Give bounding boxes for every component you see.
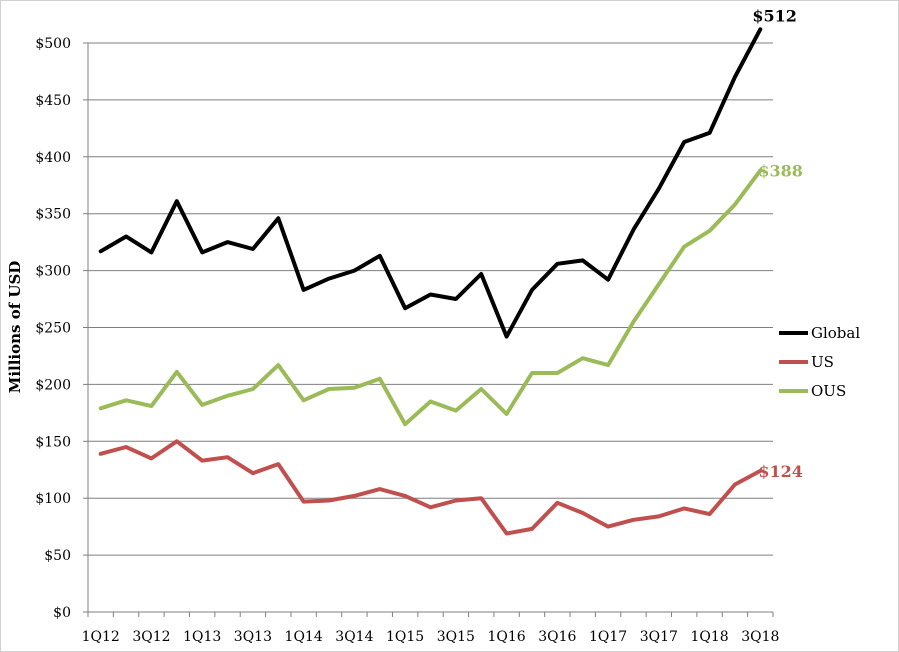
end-label-global: $512 xyxy=(752,6,797,25)
series-line-ous xyxy=(98,168,763,427)
y-axis-title: Millions of USD xyxy=(6,261,24,394)
x-tick-label: 3Q14 xyxy=(335,629,373,645)
x-tick-label: 3Q15 xyxy=(437,629,475,645)
series-line-global xyxy=(98,27,763,339)
legend: Global US OUS xyxy=(779,324,860,400)
x-tick-label: 1Q15 xyxy=(386,629,424,645)
end-label-us: $124 xyxy=(758,462,803,481)
x-tick-label: 1Q17 xyxy=(589,629,627,645)
x-tick-label: 3Q12 xyxy=(132,629,170,645)
x-tick-label: 1Q18 xyxy=(690,629,728,645)
end-label-ous: $388 xyxy=(758,161,803,180)
x-tick-label: 1Q16 xyxy=(488,629,526,645)
x-tick-label: 1Q12 xyxy=(82,629,120,645)
x-tick-label: 3Q16 xyxy=(538,629,576,645)
labels: $512 $124 $388 xyxy=(752,6,803,481)
y-tick-label: $450 xyxy=(35,93,71,109)
x-tick-label: 1Q14 xyxy=(285,629,323,645)
series-lines xyxy=(98,27,763,536)
y-tick-label: $250 xyxy=(35,321,71,337)
y-tick-label: $150 xyxy=(35,434,71,450)
x-tick-label: 3Q17 xyxy=(640,629,678,645)
y-tick-label: $200 xyxy=(35,377,71,393)
y-tick-label: $500 xyxy=(35,36,71,52)
legend-label-us: US xyxy=(811,353,834,371)
x-tick-label: 3Q13 xyxy=(234,629,272,645)
gridlines xyxy=(88,42,773,556)
x-tick-label: 3Q18 xyxy=(741,629,779,645)
axes: $0 $50 $100 $150 $200 $250 $300 $350 $400 $450 $50… xyxy=(35,36,779,645)
y-tick-label: $50 xyxy=(44,548,71,564)
legend-label-global: Global xyxy=(811,324,860,342)
y-tick-label: $400 xyxy=(35,150,71,166)
series-line-us xyxy=(98,439,763,536)
y-tick-label: $350 xyxy=(35,207,71,223)
legend-label-ous: OUS xyxy=(811,382,846,400)
y-tick-label: $0 xyxy=(53,605,71,621)
x-tick-label: 1Q13 xyxy=(183,629,221,645)
y-tick-label: $300 xyxy=(35,264,71,280)
y-tick-label: $100 xyxy=(35,491,71,507)
